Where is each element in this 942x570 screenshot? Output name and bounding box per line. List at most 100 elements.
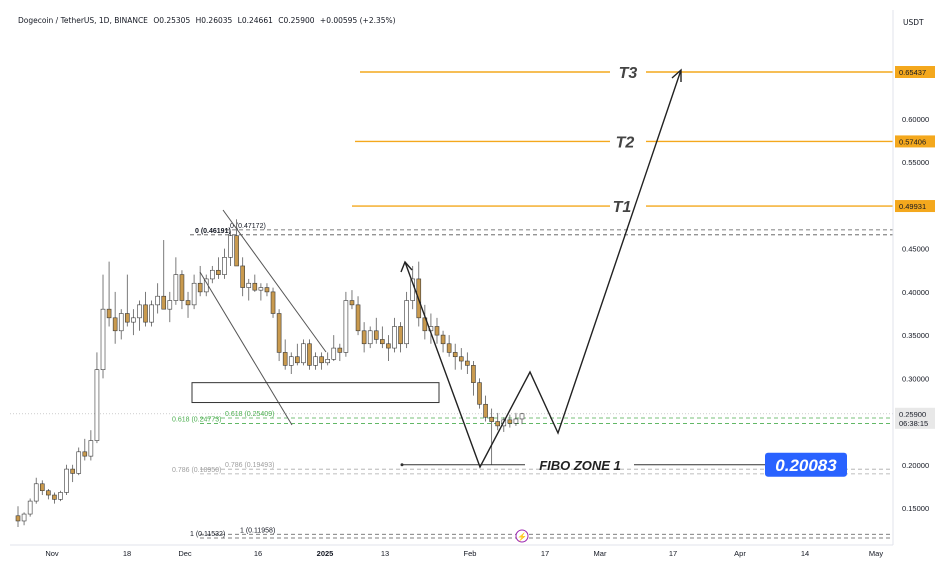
candle-body bbox=[137, 304, 142, 319]
ohlc-low: L0.24661 bbox=[237, 16, 273, 25]
candle-body bbox=[465, 360, 470, 366]
candle-body bbox=[434, 326, 440, 336]
candle-body bbox=[282, 352, 288, 366]
candle-body bbox=[167, 300, 173, 310]
fib-label: 0 (0.47172) bbox=[230, 223, 266, 230]
candle-body bbox=[307, 343, 312, 366]
ohlc-close: C0.25900 bbox=[278, 16, 315, 25]
candle-body bbox=[246, 282, 252, 288]
candle-body bbox=[76, 451, 82, 474]
x-tick-label: 13 bbox=[381, 549, 389, 558]
x-tick-label: Feb bbox=[464, 549, 477, 558]
candle-body bbox=[458, 356, 464, 362]
candle-body bbox=[112, 317, 118, 332]
candle-body bbox=[264, 287, 270, 293]
candle-body bbox=[507, 419, 513, 424]
fib-label: 0 (0.46191) bbox=[195, 228, 231, 235]
fib-label: 0.618 (0.25409) bbox=[225, 411, 274, 418]
y-tick-label: 0.35000 bbox=[902, 331, 929, 340]
x-tick-label: 2025 bbox=[317, 549, 334, 558]
candle-body bbox=[197, 282, 203, 293]
ohlc-high: H0.26035 bbox=[195, 16, 233, 25]
fib-label: 0.618 (0.24773) bbox=[172, 417, 221, 424]
candle-body bbox=[234, 235, 239, 267]
event-icon bbox=[515, 529, 529, 543]
candle-body bbox=[361, 330, 367, 345]
candle-body bbox=[240, 265, 245, 288]
x-tick-label: Dec bbox=[178, 549, 192, 558]
x-tick-label: Apr bbox=[734, 549, 746, 558]
ohlc-change: +0.00595 (+2.35%) bbox=[319, 16, 396, 25]
candle-body bbox=[185, 300, 191, 306]
candle-body bbox=[319, 356, 324, 364]
candle-body bbox=[276, 313, 282, 353]
lightning-icon: ⚡ bbox=[517, 532, 527, 542]
x-tick-label: May bbox=[869, 549, 883, 558]
fibo-zone-label: FIBO ZONE 1 bbox=[539, 458, 621, 473]
price-axis-label-bg bbox=[895, 416, 935, 429]
price-axis-label-bg bbox=[895, 66, 935, 78]
candle-body bbox=[228, 235, 233, 258]
channel-line bbox=[199, 271, 293, 426]
candle-body bbox=[252, 282, 258, 291]
y-tick-label: 0.45000 bbox=[902, 245, 929, 254]
symbol-title: Dogecoin / TetherUS, 1D, BINANCE bbox=[18, 16, 148, 25]
candle-body bbox=[398, 326, 403, 345]
x-tick-label: 16 bbox=[254, 549, 262, 558]
candle-body bbox=[471, 365, 476, 383]
fibo-badge bbox=[765, 452, 847, 477]
candle-body bbox=[33, 483, 39, 502]
candle-body bbox=[21, 513, 27, 522]
arrow-head bbox=[400, 260, 413, 273]
candle-body bbox=[82, 451, 88, 457]
candle-body bbox=[446, 343, 452, 353]
candle-body bbox=[39, 483, 45, 492]
candle-body bbox=[440, 334, 446, 345]
candle-body bbox=[58, 492, 63, 500]
price-axis-label: 0.65437 bbox=[899, 68, 926, 77]
target-label: T3 bbox=[619, 65, 638, 82]
candle-body bbox=[106, 308, 112, 319]
candle-body bbox=[191, 282, 197, 306]
candle-body bbox=[118, 313, 124, 332]
x-tick-label: 17 bbox=[669, 549, 677, 558]
x-tick-label: 14 bbox=[801, 549, 809, 558]
fibo-zone-dot bbox=[400, 463, 404, 467]
candle-body bbox=[477, 382, 482, 405]
candle-body bbox=[210, 269, 215, 280]
candle-body bbox=[131, 317, 136, 323]
x-tick-label: 17 bbox=[541, 549, 549, 558]
candle-body bbox=[331, 347, 337, 360]
candle-body bbox=[343, 300, 349, 353]
candle-body bbox=[94, 369, 100, 441]
candle-body bbox=[373, 330, 379, 340]
candle-body bbox=[519, 413, 525, 420]
x-tick-label: Mar bbox=[594, 549, 607, 558]
ohlc-open: O0.25305 bbox=[153, 16, 191, 25]
support-zone-box bbox=[191, 382, 440, 404]
candle-body bbox=[258, 287, 264, 291]
candle-body bbox=[495, 421, 501, 427]
candle-body bbox=[70, 468, 75, 474]
candle-body bbox=[64, 468, 69, 493]
candle-body bbox=[325, 359, 330, 364]
candle-body bbox=[349, 300, 355, 306]
candle-body bbox=[380, 339, 385, 345]
arrow-head bbox=[671, 68, 682, 82]
y-tick-label: 0.60000 bbox=[902, 115, 929, 124]
candle-body bbox=[367, 330, 373, 345]
candle-body bbox=[179, 274, 185, 301]
candle-body bbox=[27, 500, 33, 515]
candle-body bbox=[88, 440, 94, 457]
x-tick-label: 18 bbox=[123, 549, 131, 558]
candle-body bbox=[52, 494, 57, 500]
fib-label: 1 (0.11958) bbox=[240, 527, 275, 534]
candle-body bbox=[100, 308, 106, 370]
candle-body bbox=[15, 515, 21, 522]
chart-header: Dogecoin / TetherUS, 1D, BINANCE O0.2530… bbox=[18, 16, 399, 25]
fibo-badge-text: 0.20083 bbox=[775, 456, 837, 475]
y-tick-label: 0.30000 bbox=[902, 374, 929, 383]
candle-body bbox=[404, 300, 409, 345]
price-axis-label-bg bbox=[895, 200, 935, 213]
